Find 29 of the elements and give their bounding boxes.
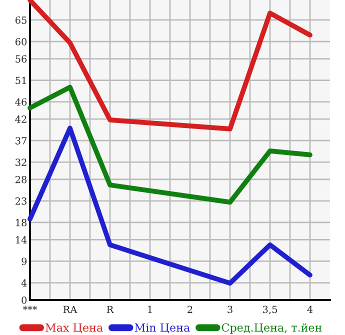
y-tick-label: 60 (16, 38, 27, 46)
y-tick-label: 0 (22, 296, 27, 304)
y-tick-label: 42 (15, 116, 26, 123)
y-tick-label: 51 (16, 76, 26, 84)
legend-label: Min Цена (134, 323, 190, 334)
x-tick-label: 3 (228, 306, 232, 314)
y-tick-label: 23 (16, 197, 26, 205)
x-tick-label: *** (22, 306, 38, 310)
legend-label: Сред.Цена, т.йен (222, 323, 322, 334)
legend-label: Max Цена (46, 323, 103, 334)
y-tick-label: 37 (16, 137, 27, 144)
x-tick-label: 1 (148, 306, 152, 313)
y-tick-label: 28 (16, 176, 27, 184)
x-tick-label: 3,5 (263, 306, 277, 314)
line-series (28, 126, 312, 286)
y-tick-label: 56 (16, 55, 27, 63)
y-tick-label: 18 (16, 218, 27, 226)
x-tick-label: R (106, 306, 114, 313)
x-tick-label: 4 (307, 306, 313, 313)
y-tick-label: 9 (22, 258, 27, 266)
line-series (28, 0, 312, 132)
x-tick-label: 2 (188, 306, 192, 313)
y-tick-label: 65 (16, 16, 26, 24)
x-tick-label: RA (63, 306, 78, 313)
y-tick-label: 46 (15, 98, 27, 106)
y-tick-label: 32 (16, 158, 26, 166)
y-tick-label: 14 (16, 236, 27, 244)
line-series (28, 84, 312, 205)
y-tick-label: 4 (21, 279, 27, 286)
